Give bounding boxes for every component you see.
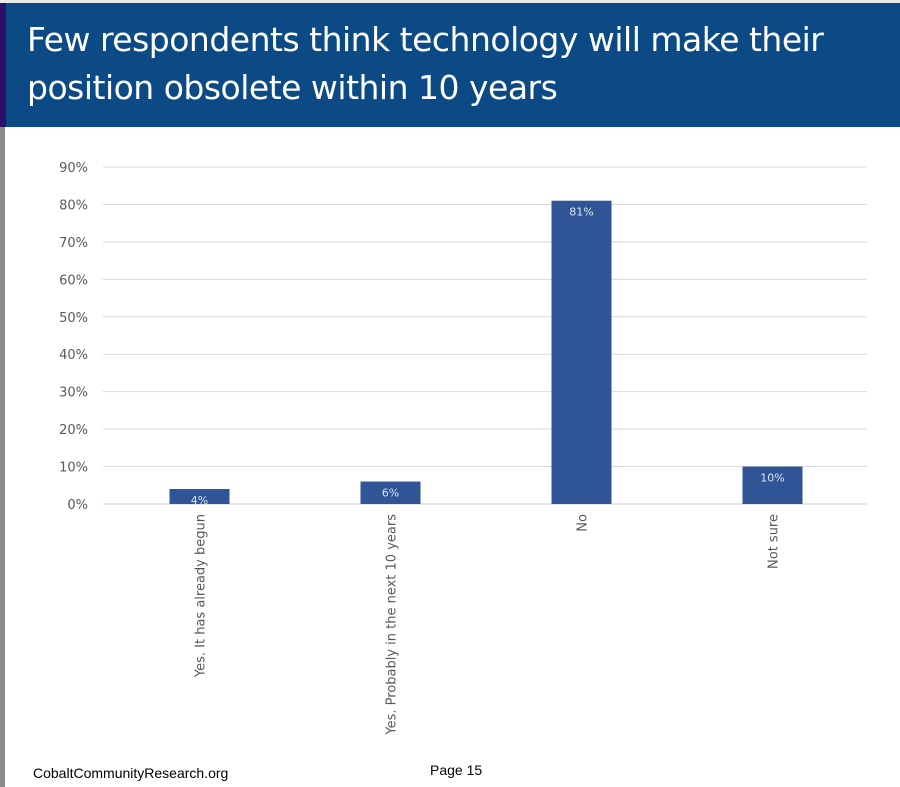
y-tick-label: 90% xyxy=(59,161,88,176)
x-tick-label: Yes. Probably in the next 10 years xyxy=(385,514,400,736)
y-tick-label: 0% xyxy=(67,498,88,513)
x-tick-label: Yes. It has already begun xyxy=(194,514,209,678)
x-tick-label: Not sure xyxy=(767,514,782,569)
data-label: 10% xyxy=(760,472,784,485)
page-title: Few respondents think technology will ma… xyxy=(27,20,824,107)
y-tick-label: 80% xyxy=(59,198,88,213)
y-tick-label: 30% xyxy=(59,386,88,401)
footer-page-number: Page 15 xyxy=(430,762,483,778)
bar xyxy=(169,489,230,504)
bar xyxy=(551,200,612,504)
y-tick-label: 10% xyxy=(59,461,88,476)
y-tick-label: 50% xyxy=(59,311,88,326)
data-label: 81% xyxy=(569,206,593,219)
y-tick-label: 70% xyxy=(59,236,88,251)
data-label: 6% xyxy=(382,487,399,500)
banner-accent-strip xyxy=(0,3,6,127)
title-banner xyxy=(0,3,900,127)
footer-site: CobaltCommunityResearch.org xyxy=(33,765,229,781)
bar xyxy=(360,481,421,504)
y-tick-label: 60% xyxy=(59,273,88,288)
x-tick-label: No xyxy=(576,514,591,532)
data-label: 4% xyxy=(191,494,208,507)
y-tick-label: 20% xyxy=(59,423,88,438)
side-accent-strip xyxy=(0,127,5,787)
bar xyxy=(742,466,803,504)
top-border xyxy=(0,0,900,3)
y-tick-label: 40% xyxy=(59,348,88,363)
